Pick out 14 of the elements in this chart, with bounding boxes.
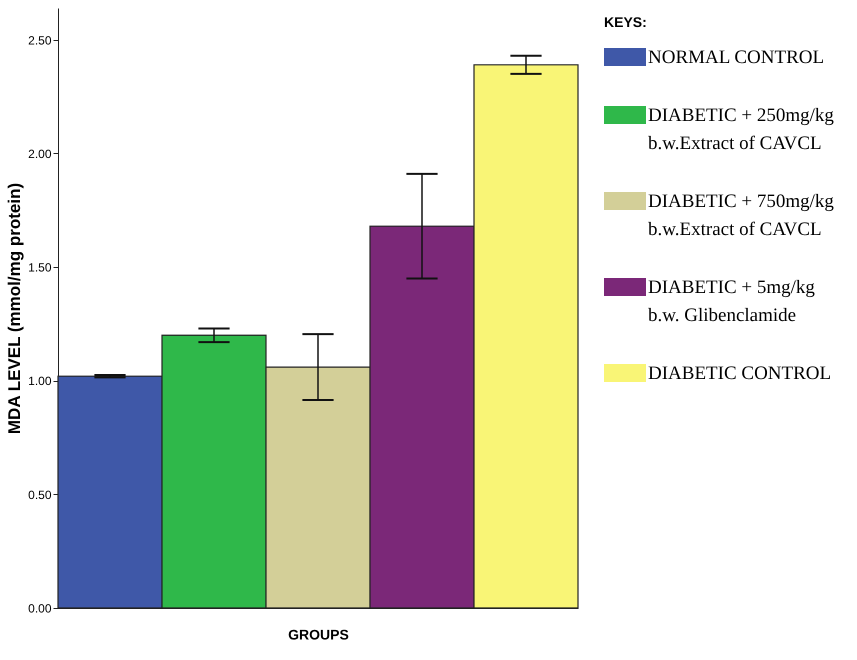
- x-axis-title: GROUPS: [288, 626, 349, 642]
- y-tick-label: 2.50: [28, 33, 52, 48]
- legend-label: DIABETIC + 5mg/kg b.w. Glibenclamide: [648, 277, 816, 326]
- y-tick-label: 1.50: [28, 260, 52, 275]
- y-tick-label: 2.00: [28, 146, 52, 161]
- legend-label: DIABETIC + 750mg/kg b.w.Extract of CAVCL: [648, 191, 834, 240]
- y-tick-label: 1.00: [28, 374, 52, 388]
- legend-label: DIABETIC + 250mg/kg b.w.Extract of CAVCL: [648, 105, 834, 154]
- y-axis-title: MDA LEVEL (mmol/mg protein): [5, 182, 24, 434]
- y-tick-label: 0.50: [28, 488, 52, 502]
- legend-label: DIABETIC CONTROL: [648, 363, 832, 384]
- legend-label: NORMAL CONTROL: [648, 47, 824, 68]
- y-tick-label: 0.00: [28, 602, 52, 616]
- legend-title: KEYS:: [604, 14, 647, 30]
